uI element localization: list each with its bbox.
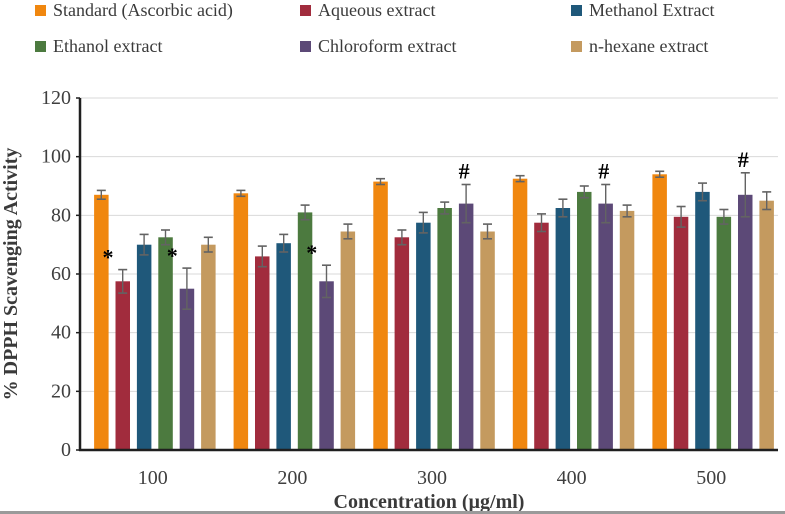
bar <box>394 237 410 450</box>
legend-label-nhexane: n-hexane extract <box>589 36 709 56</box>
bar <box>652 174 667 451</box>
bar <box>716 216 732 450</box>
bar <box>416 222 431 450</box>
x-axis-title: Concentration (µg/ml) <box>334 491 525 511</box>
y-tick-label: 100 <box>41 146 71 168</box>
significance-star: * <box>167 243 178 268</box>
bar <box>437 208 452 450</box>
significance-hash: # <box>738 147 749 172</box>
x-tick-label: 500 <box>696 467 726 489</box>
bar <box>480 231 495 450</box>
bar <box>94 194 109 450</box>
bar <box>598 203 613 450</box>
legend-label-chloroform: Chloroform extract <box>318 36 457 56</box>
legend-swatch-nhexane <box>571 41 582 52</box>
bar <box>534 222 549 450</box>
bar <box>458 203 474 450</box>
legend-label-ethanol: Ethanol extract <box>53 36 163 56</box>
bar <box>512 178 528 450</box>
legend-label-aqueous: Aqueous extract <box>318 0 436 20</box>
bar <box>555 208 571 450</box>
bar <box>695 191 710 450</box>
bar <box>276 243 291 450</box>
legend-swatch-aqueous <box>300 5 311 16</box>
bar <box>673 216 689 450</box>
legend-swatch-ethanol <box>35 41 46 52</box>
bar <box>619 210 635 450</box>
y-tick-label: 60 <box>51 263 71 285</box>
bar <box>297 212 313 450</box>
y-tick-label: 120 <box>41 87 71 109</box>
x-tick-label: 200 <box>277 467 307 489</box>
bar <box>179 288 195 450</box>
legend-swatch-standard <box>35 5 46 16</box>
significance-hash: # <box>459 159 470 184</box>
figure-bottom-edge <box>0 511 785 514</box>
legend-swatch-methanol <box>571 5 582 16</box>
bar <box>158 237 173 450</box>
bar <box>233 193 249 451</box>
legend-label-standard: Standard (Ascorbic acid) <box>53 0 233 20</box>
x-tick-label: 100 <box>138 467 168 489</box>
legend-item-ethanol: Ethanol extract <box>35 36 300 56</box>
legend-item-methanol: Methanol Extract <box>571 0 785 20</box>
bar <box>577 191 592 450</box>
bar <box>136 244 152 450</box>
legend-label-methanol: Methanol Extract <box>589 0 715 20</box>
bar <box>115 281 130 450</box>
x-tick-label: 300 <box>417 467 447 489</box>
bar <box>201 244 216 450</box>
legend-item-aqueous: Aqueous extract <box>300 0 571 20</box>
bar <box>738 194 753 450</box>
legend-item-standard: Standard (Ascorbic acid) <box>35 0 300 20</box>
significance-star: * <box>103 245 114 270</box>
legend-item-nhexane: n-hexane extract <box>571 36 785 56</box>
chart-svg: * * * # # #0 20 40 60 80 100 120 100 200 300 400 500 Conc… <box>0 87 778 513</box>
bar <box>340 231 356 450</box>
significance-hash: # <box>598 159 609 184</box>
y-tick-label: 0 <box>61 439 71 461</box>
legend-item-chloroform: Chloroform extract <box>300 36 571 56</box>
legend-swatch-chloroform <box>300 41 311 52</box>
y-tick-label: 80 <box>51 204 71 226</box>
bar <box>255 256 270 450</box>
y-axis-title: % DPPH Scavenging Activity <box>0 148 22 401</box>
significance-star: * <box>306 240 317 265</box>
bar <box>319 281 334 450</box>
chart-legend: Standard (Ascorbic acid) Aqueous extract… <box>35 0 785 56</box>
chart-plot-area: * * * # # #0 20 40 60 80 100 120 100 200 300 400 500 Conc… <box>0 60 785 513</box>
bar <box>759 200 774 450</box>
y-tick-label: 20 <box>51 380 71 402</box>
y-tick-label: 40 <box>51 322 71 344</box>
x-tick-label: 400 <box>557 467 587 489</box>
bar <box>373 181 388 450</box>
